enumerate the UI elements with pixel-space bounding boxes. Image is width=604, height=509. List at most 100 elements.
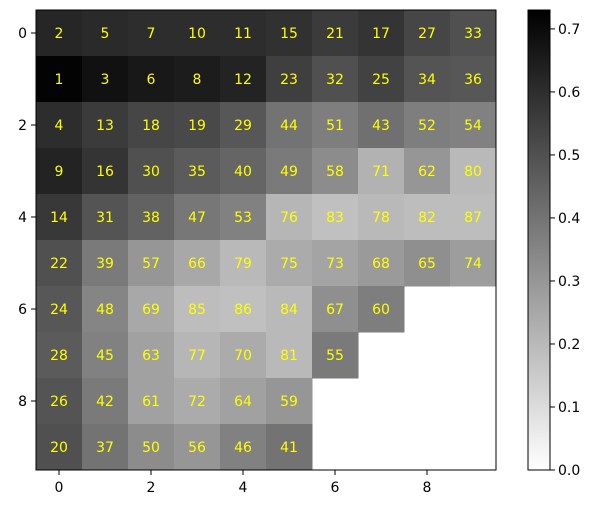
- heatmap-cell: [220, 424, 267, 471]
- heatmap-cell-label: 72: [188, 394, 206, 410]
- heatmap-cell: [82, 194, 129, 241]
- heatmap-cell: [404, 240, 451, 287]
- y-tick-label: 4: [18, 210, 27, 226]
- heatmap-cell-label: 26: [50, 394, 68, 410]
- colorbar-tick-label: 0.5: [558, 148, 580, 164]
- colorbar-tick-label: 0.4: [558, 211, 580, 227]
- heatmap-cell-label: 28: [50, 348, 68, 364]
- heatmap-cell-label: 41: [280, 440, 298, 456]
- heatmap-cell: [266, 286, 313, 333]
- heatmap-cell: [358, 148, 405, 195]
- heatmap-cell-label: 1: [55, 72, 64, 88]
- x-tick-label: 8: [423, 480, 432, 496]
- heatmap-cell-label: 33: [464, 26, 482, 42]
- heatmap-cell-label: 70: [234, 348, 252, 364]
- heatmap-cell-label: 24: [50, 302, 68, 318]
- heatmap-cell-label: 40: [234, 164, 252, 180]
- heatmap-cell: [450, 102, 497, 149]
- heatmap-cell: [312, 194, 359, 241]
- heatmap-cell-label: 16: [96, 164, 114, 180]
- heatmap-cell: [404, 10, 451, 57]
- y-tick-label: 0: [18, 26, 27, 42]
- heatmap-cell-label: 73: [326, 256, 344, 272]
- heatmap-cell-label: 61: [142, 394, 160, 410]
- heatmap-cell: [450, 240, 497, 287]
- heatmap-cell-label: 27: [418, 26, 436, 42]
- heatmap-cell-label: 23: [280, 72, 298, 88]
- heatmap-cell: [174, 378, 221, 425]
- heatmap-cell: [266, 424, 313, 471]
- heatmap-cell: [36, 240, 83, 287]
- heatmap-cell-label: 56: [188, 440, 206, 456]
- plot-frame: [35, 9, 497, 471]
- heatmap-cell: [312, 10, 359, 57]
- heatmap-cell-label: 22: [50, 256, 68, 272]
- heatmap-cell: [128, 102, 175, 149]
- colorbar-tick-label: 0.3: [558, 274, 580, 290]
- heatmap-cell-label: 18: [142, 118, 160, 134]
- heatmap-cell-label: 12: [234, 72, 252, 88]
- heatmap-cell-label: 68: [372, 256, 390, 272]
- heatmap-cell: [128, 286, 175, 333]
- heatmap-cell: [358, 10, 405, 57]
- heatmap-cell-label: 37: [96, 440, 114, 456]
- heatmap-cell-label: 79: [234, 256, 252, 272]
- heatmap-cell: [128, 10, 175, 57]
- heatmap-cell: [128, 240, 175, 287]
- heatmap-cell-label: 82: [418, 210, 436, 226]
- heatmap-cell-label: 80: [464, 164, 482, 180]
- heatmap-cell: [404, 148, 451, 195]
- heatmap-cell: [82, 286, 129, 333]
- heatmap-cell: [358, 240, 405, 287]
- heatmap-cell: [404, 194, 451, 241]
- colorbar-tick-label: 0.0: [558, 463, 580, 479]
- heatmap-cell: [312, 148, 359, 195]
- heatmap-cell-label: 9: [55, 164, 64, 180]
- heatmap-cell: [266, 56, 313, 103]
- heatmap-cell-label: 2: [55, 26, 64, 42]
- heatmap-cell-label: 49: [280, 164, 298, 180]
- heatmap-cell-label: 3: [101, 72, 110, 88]
- heatmap-cell: [404, 56, 451, 103]
- heatmap-cell: [82, 240, 129, 287]
- heatmap-cell: [174, 194, 221, 241]
- heatmap-cell: [266, 378, 313, 425]
- heatmap-cell: [266, 10, 313, 57]
- heatmap-cells: [36, 10, 497, 471]
- y-tick-label: 8: [18, 394, 27, 410]
- heatmap-cell-labels: 2 5 7 10 11 15 21 17 27 331 3 6 8 12 23 32 25 34 364 13 18 19…: [50, 26, 482, 456]
- heatmap-cell: [174, 148, 221, 195]
- heatmap-cell-label: 45: [96, 348, 114, 364]
- heatmap-cell: [220, 10, 267, 57]
- heatmap-cell: [82, 56, 129, 103]
- heatmap-cell: [36, 10, 83, 57]
- heatmap-cell: [174, 424, 221, 471]
- heatmap-cell: [220, 286, 267, 333]
- heatmap-cell-label: 21: [326, 26, 344, 42]
- heatmap-cell: [36, 378, 83, 425]
- heatmap-cell: [220, 240, 267, 287]
- heatmap-cell: [404, 102, 451, 149]
- heatmap-cell-label: 54: [464, 118, 482, 134]
- heatmap-cell: [220, 332, 267, 379]
- heatmap-cell-label: 85: [188, 302, 206, 318]
- heatmap-cell-label: 46: [234, 440, 252, 456]
- heatmap-cell-label: 31: [96, 210, 114, 226]
- heatmap-cell-label: 65: [418, 256, 436, 272]
- heatmap-cell: [36, 102, 83, 149]
- heatmap-cell: [450, 56, 497, 103]
- heatmap-cell: [450, 148, 497, 195]
- heatmap-cell: [128, 424, 175, 471]
- x-tick-label: 6: [331, 480, 340, 496]
- heatmap-cell-label: 36: [464, 72, 482, 88]
- heatmap-cell: [36, 424, 83, 471]
- heatmap-cell: [174, 240, 221, 287]
- heatmap-cell-label: 50: [142, 440, 160, 456]
- heatmap-cell: [266, 332, 313, 379]
- heatmap-cell: [220, 56, 267, 103]
- heatmap-cell-label: 86: [234, 302, 252, 318]
- heatmap-cell: [36, 332, 83, 379]
- heatmap-cell-label: 34: [418, 72, 436, 88]
- heatmap-cell-label: 35: [188, 164, 206, 180]
- heatmap-cell: [312, 56, 359, 103]
